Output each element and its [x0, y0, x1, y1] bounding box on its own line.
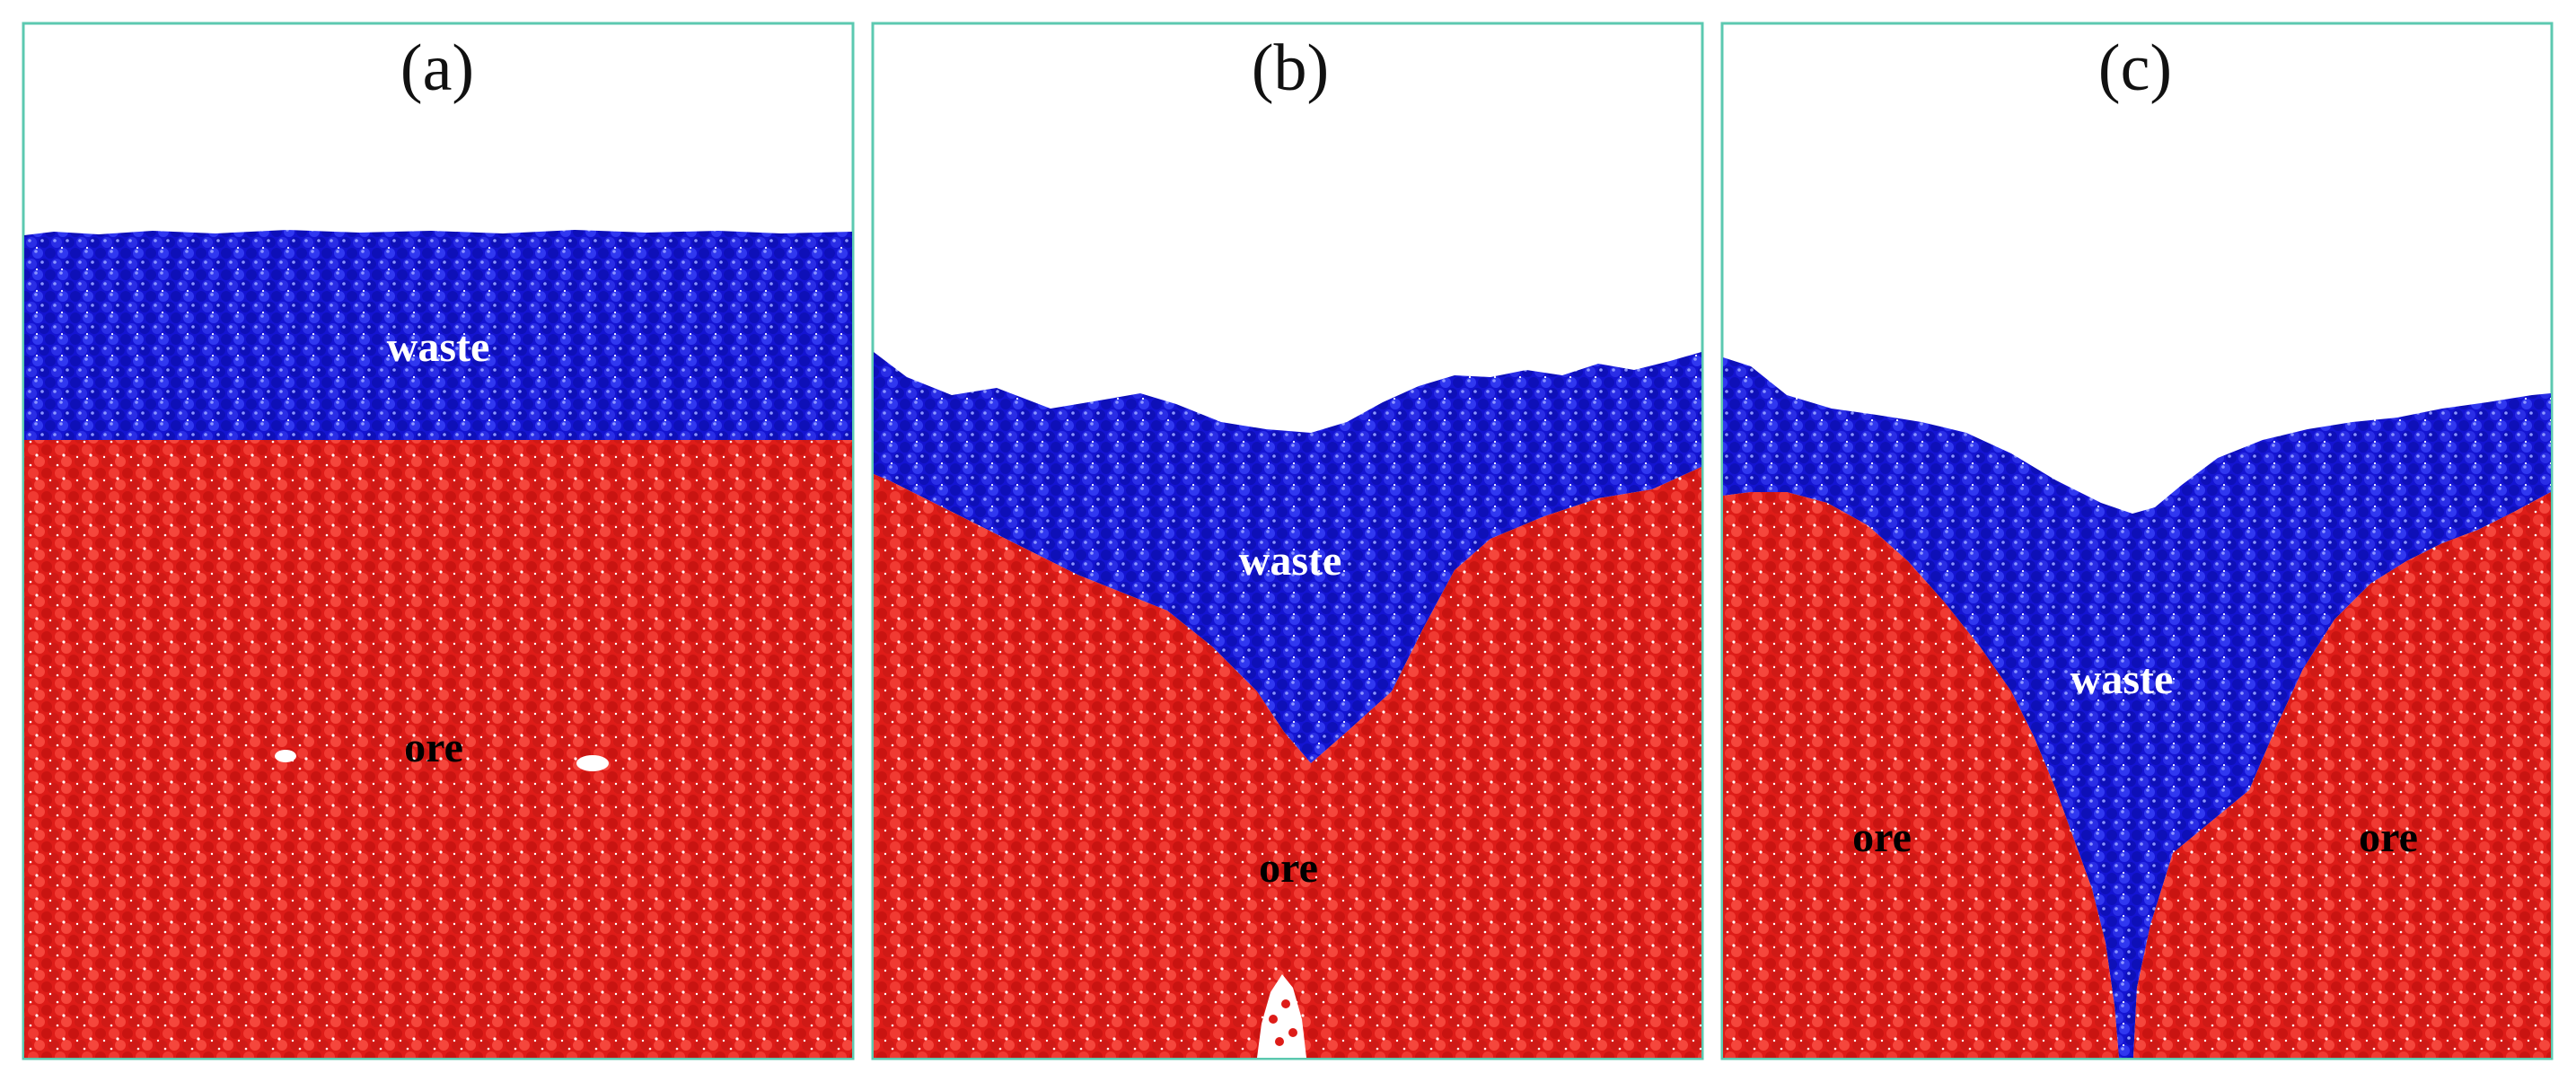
panel-c-waste-layer: [1723, 357, 2551, 1058]
panel-c-ore-label-left: ore: [1852, 814, 1912, 861]
panel-a: (a) waste ore: [22, 22, 855, 1060]
panel-a-label: (a): [400, 31, 474, 105]
panel-b-void-particle: [1269, 1015, 1278, 1024]
panel-a-waste-label: waste: [387, 323, 490, 371]
panel-a-waste-layer: [24, 230, 852, 440]
panel-c-ore-right: [2133, 492, 2551, 1058]
panel-c: (c) waste ore ore: [1720, 22, 2554, 1060]
panel-b-void-particle: [1288, 1028, 1297, 1037]
panel-a-void: [576, 755, 609, 771]
panel-b-void-particle: [1275, 1037, 1284, 1046]
panel-b-waste-label: waste: [1239, 537, 1342, 585]
panel-c-ore-left: [1723, 492, 2119, 1058]
panel-b-label: (b): [1252, 31, 1329, 105]
panel-c-label: (c): [2098, 31, 2172, 105]
panel-a-ore-label: ore: [404, 724, 463, 771]
panel-b-waste-layer: [874, 352, 1701, 763]
panel-b: (b) waste ore: [871, 22, 1704, 1060]
panel-b-ore-layer: [874, 467, 1701, 1058]
panel-c-waste-label: waste: [2070, 655, 2174, 703]
panel-c-ore-label-right: ore: [2359, 814, 2418, 861]
panel-b-ore-label: ore: [1259, 844, 1318, 892]
panel-a-ore-layer: [24, 440, 852, 1058]
panel-a-void: [275, 750, 296, 762]
panel-b-void-particle: [1281, 999, 1290, 1008]
